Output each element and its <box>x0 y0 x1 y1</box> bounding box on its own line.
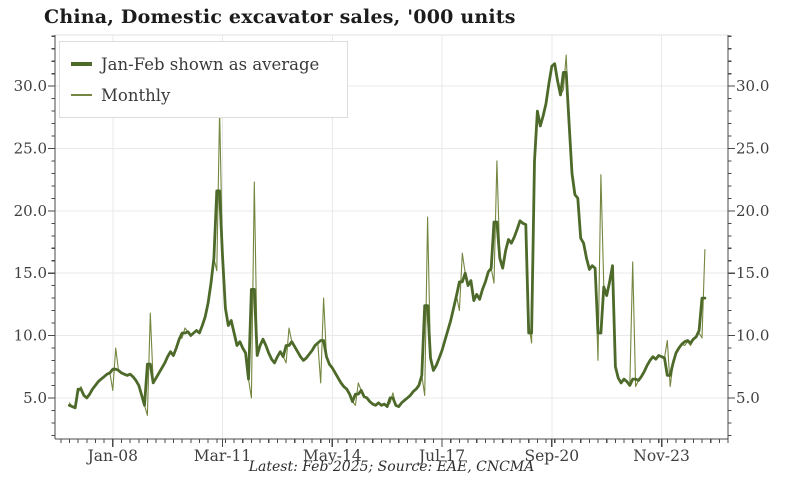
monthly-line-swatch <box>71 94 92 96</box>
legend-label-average: Jan-Feb shown as average <box>101 54 320 74</box>
svg-text:Nov-23: Nov-23 <box>633 447 690 465</box>
legend-label-monthly: Monthly <box>101 85 171 105</box>
svg-text:25.0: 25.0 <box>14 140 47 158</box>
legend: Jan-Feb shown as average Monthly <box>59 41 349 118</box>
svg-text:20.0: 20.0 <box>14 202 47 220</box>
svg-text:5.0: 5.0 <box>23 389 47 407</box>
source-caption: Latest: Feb 2025; Source: EAE, CNCMA <box>248 459 535 475</box>
svg-text:15.0: 15.0 <box>14 264 47 282</box>
chart-title: China, Domestic excavator sales, '000 un… <box>44 6 516 28</box>
svg-text:10.0: 10.0 <box>14 327 47 345</box>
legend-item-monthly: Monthly <box>71 82 319 108</box>
average-line-swatch <box>71 62 92 66</box>
svg-text:25.0: 25.0 <box>736 140 769 158</box>
svg-text:15.0: 15.0 <box>736 264 769 282</box>
svg-text:5.0: 5.0 <box>736 389 760 407</box>
svg-text:10.0: 10.0 <box>736 327 769 345</box>
svg-text:20.0: 20.0 <box>736 202 769 220</box>
svg-text:Jan-08: Jan-08 <box>86 447 138 465</box>
svg-text:30.0: 30.0 <box>736 77 769 95</box>
svg-text:Jul-17: Jul-17 <box>417 447 465 465</box>
svg-text:May-14: May-14 <box>303 447 362 465</box>
svg-text:30.0: 30.0 <box>14 77 47 95</box>
svg-text:Mar-11: Mar-11 <box>194 447 251 465</box>
legend-item-average: Jan-Feb shown as average <box>71 51 319 77</box>
svg-text:Sep-20: Sep-20 <box>524 447 579 465</box>
